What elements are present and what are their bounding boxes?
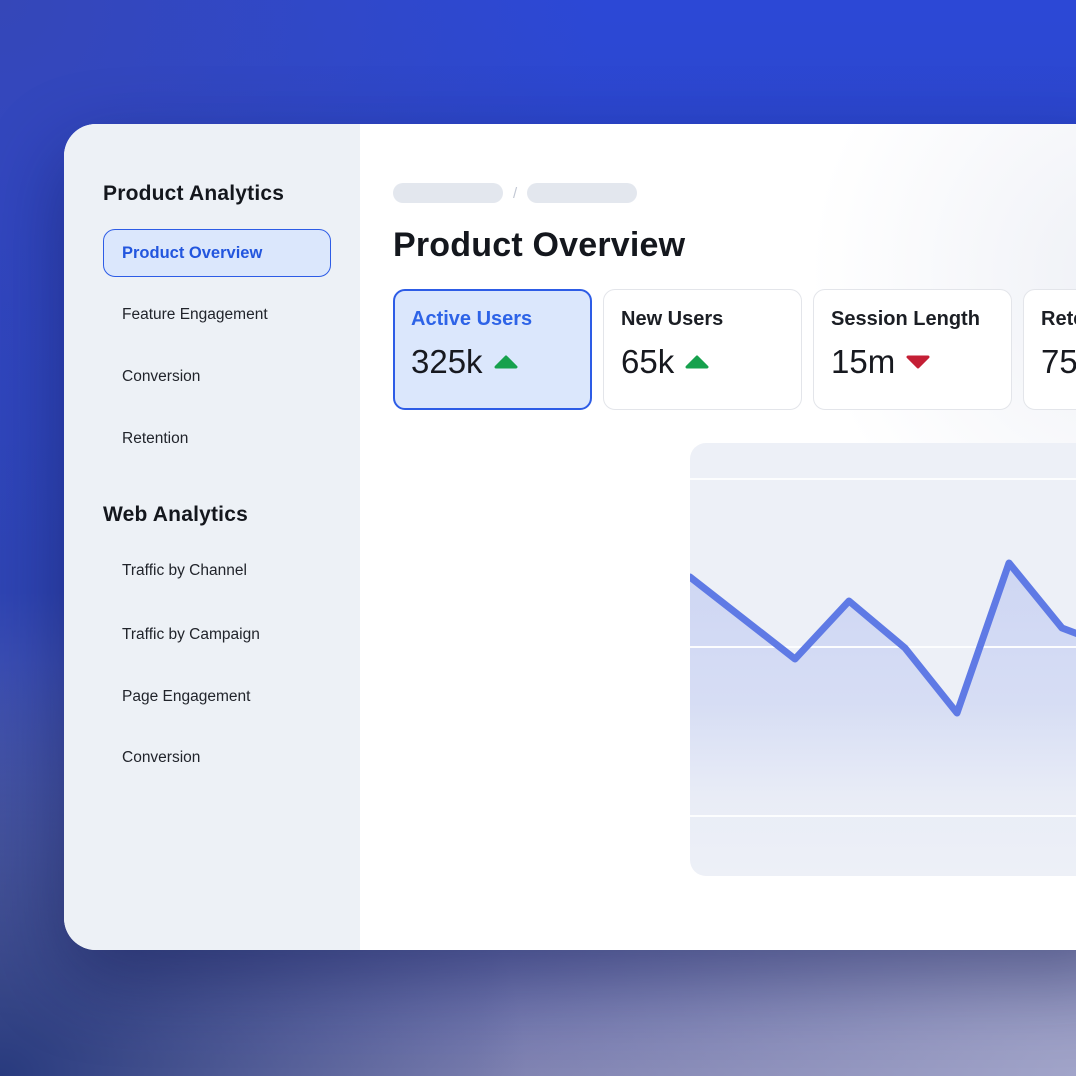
- sidebar-item-page-engagement[interactable]: Page Engagement: [122, 688, 251, 705]
- sidebar-heading-product-analytics: Product Analytics: [103, 182, 285, 205]
- stat-card-value: 75: [1041, 343, 1076, 380]
- breadcrumb: /: [393, 183, 638, 203]
- page-title: Product Overview: [393, 226, 686, 264]
- sidebar-item-retention[interactable]: Retention: [122, 430, 189, 447]
- sidebar-item-label: Product Overview: [122, 243, 263, 262]
- sidebar-item-conversion[interactable]: Conversion: [122, 368, 201, 385]
- breadcrumb-pill-2[interactable]: [527, 183, 638, 203]
- sidebar-item-traffic-by-channel[interactable]: Traffic by Channel: [122, 562, 247, 579]
- line-chart-panel[interactable]: [690, 443, 1076, 876]
- trend-up-icon: [685, 355, 709, 369]
- breadcrumb-pill-1[interactable]: [393, 183, 503, 203]
- stat-card-new-users[interactable]: New Users 65k: [603, 289, 802, 410]
- stat-card-retention[interactable]: Retention 75: [1023, 289, 1076, 410]
- main-content: / Product Overview Active Users 325k New…: [360, 124, 1076, 950]
- stat-card-active-users[interactable]: Active Users 325k: [393, 289, 592, 410]
- stat-card-label: Retention: [1041, 308, 1076, 330]
- breadcrumb-separator: /: [513, 184, 518, 202]
- trend-down-icon: [906, 355, 930, 369]
- stat-cards-row: Active Users 325k New Users 65k: [393, 289, 1076, 410]
- line-chart-svg: [690, 478, 1076, 876]
- stat-card-label: Active Users: [411, 308, 533, 330]
- sidebar-heading-web-analytics: Web Analytics: [103, 503, 248, 526]
- stat-card-session-length[interactable]: Session Length 15m: [813, 289, 1012, 410]
- sidebar-item-web-conversion[interactable]: Conversion: [122, 749, 201, 766]
- analytics-app-window: Product Analytics Product Overview Featu…: [64, 124, 1076, 950]
- sidebar-item-product-overview[interactable]: Product Overview: [103, 229, 331, 277]
- stat-card-label: New Users: [621, 308, 724, 330]
- sidebar-item-traffic-by-campaign[interactable]: Traffic by Campaign: [122, 626, 260, 643]
- sidebar-item-feature-engagement[interactable]: Feature Engagement: [122, 306, 268, 323]
- stat-card-value: 15m: [831, 343, 896, 380]
- stat-card-label: Session Length: [831, 308, 980, 330]
- sidebar: Product Analytics Product Overview Featu…: [64, 124, 360, 950]
- trend-up-icon: [494, 355, 518, 369]
- stat-card-value: 325k: [411, 343, 483, 380]
- stat-card-value: 65k: [621, 343, 675, 380]
